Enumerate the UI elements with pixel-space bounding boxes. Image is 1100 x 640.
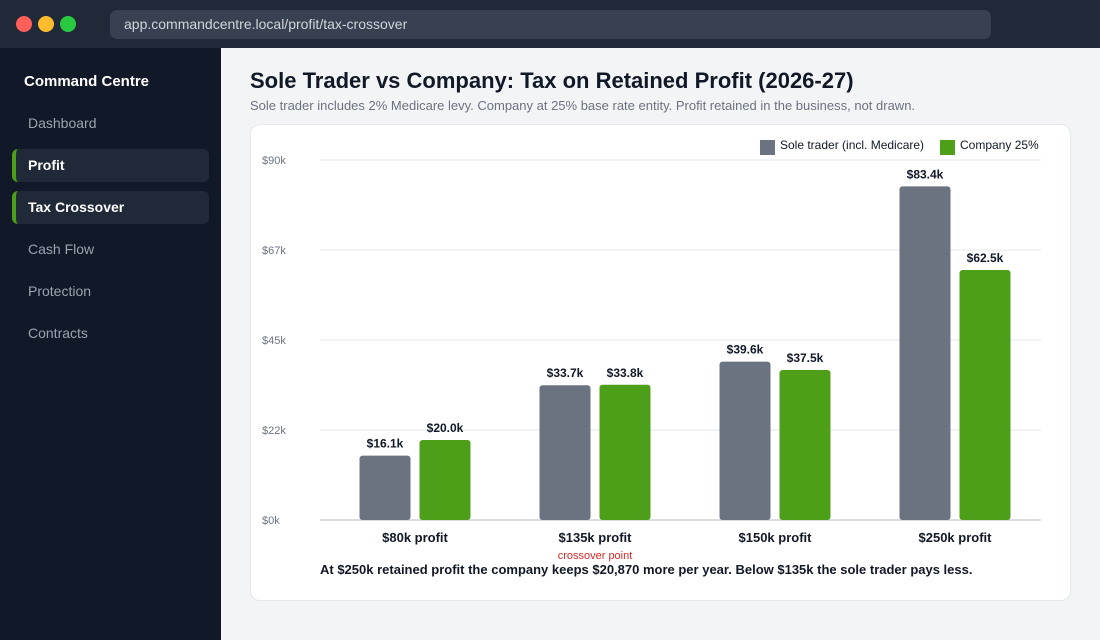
y-tick-label: $45k xyxy=(262,335,286,347)
bar-sole-trader xyxy=(899,186,951,520)
x-tick-label: $80k profit xyxy=(382,530,448,545)
bar-value-label: $83.4k xyxy=(907,167,944,181)
bar-sole-trader xyxy=(359,455,411,520)
bar-value-label: $33.8k xyxy=(607,366,644,380)
bar-value-label: $37.5k xyxy=(787,351,824,365)
page-subtitle: Sole trader includes 2% Medicare levy. C… xyxy=(250,98,916,113)
chart-legend: Sole trader (incl. Medicare) Company 25% xyxy=(760,138,1039,155)
minimize-window-button[interactable] xyxy=(38,16,54,32)
maximize-window-button[interactable] xyxy=(60,16,76,32)
bar-value-label: $20.0k xyxy=(427,421,464,435)
legend-swatch-company xyxy=(940,140,955,155)
chart-takeaway: At $250k retained profit the company kee… xyxy=(320,562,973,577)
x-tick-label: $150k profit xyxy=(739,530,813,545)
bar-company xyxy=(779,370,831,520)
x-tick-label: $135k profit xyxy=(559,530,633,545)
bar-value-label: $39.6k xyxy=(727,343,764,357)
page-title: Sole Trader vs Company: Tax on Retained … xyxy=(250,68,854,93)
window-titlebar: app.commandcentre.local/profit/tax-cross… xyxy=(0,0,1100,48)
bar-value-label: $62.5k xyxy=(967,251,1004,265)
app-brand: Command Centre xyxy=(24,73,150,90)
sidebar-item-cash-flow[interactable]: Cash Flow xyxy=(28,241,95,257)
bar-company xyxy=(419,440,471,520)
x-axis: $80k profit $135k profit crossover point $1… xyxy=(382,530,992,562)
sidebar-item-tax-crossover[interactable]: Tax Crossover xyxy=(12,191,209,224)
y-tick-label: $90k xyxy=(262,155,286,167)
crossover-annotation: crossover point xyxy=(558,550,633,562)
bar-value-label: $16.1k xyxy=(367,437,404,451)
sidebar: Command Centre Dashboard Profit Tax Cros… xyxy=(0,48,221,640)
bar-company xyxy=(599,384,651,520)
bar-sole-trader xyxy=(539,385,591,520)
bar-company xyxy=(959,270,1011,520)
sidebar-item-protection[interactable]: Protection xyxy=(28,283,92,299)
bar-sole-trader xyxy=(719,361,771,520)
legend-swatch-sole-trader xyxy=(760,140,775,155)
address-bar[interactable]: app.commandcentre.local/profit/tax-cross… xyxy=(110,10,991,39)
sidebar-item-profit[interactable]: Profit xyxy=(12,149,209,182)
y-tick-label: $22k xyxy=(262,425,286,437)
x-tick-label: $250k profit xyxy=(919,530,993,545)
sidebar-item-dashboard[interactable]: Dashboard xyxy=(28,115,97,131)
tax-comparison-chart: $0k $22k $45k $67k $90k $16.1k $20.0k $33.7k $3… xyxy=(262,138,1041,562)
bar-value-label: $33.7k xyxy=(547,366,584,380)
close-window-button[interactable] xyxy=(16,16,32,32)
y-axis: $0k $22k $45k $67k $90k xyxy=(262,155,286,527)
legend-label: Company 25% xyxy=(960,138,1039,152)
y-tick-label: $0k xyxy=(262,515,280,527)
y-tick-label: $67k xyxy=(262,245,286,257)
legend-label: Sole trader (incl. Medicare) xyxy=(780,138,924,152)
chart-bars: $16.1k $20.0k $33.7k $33.8k $39.6k $37.5k $83.… xyxy=(359,167,1011,520)
sidebar-item-contracts[interactable]: Contracts xyxy=(28,325,88,341)
